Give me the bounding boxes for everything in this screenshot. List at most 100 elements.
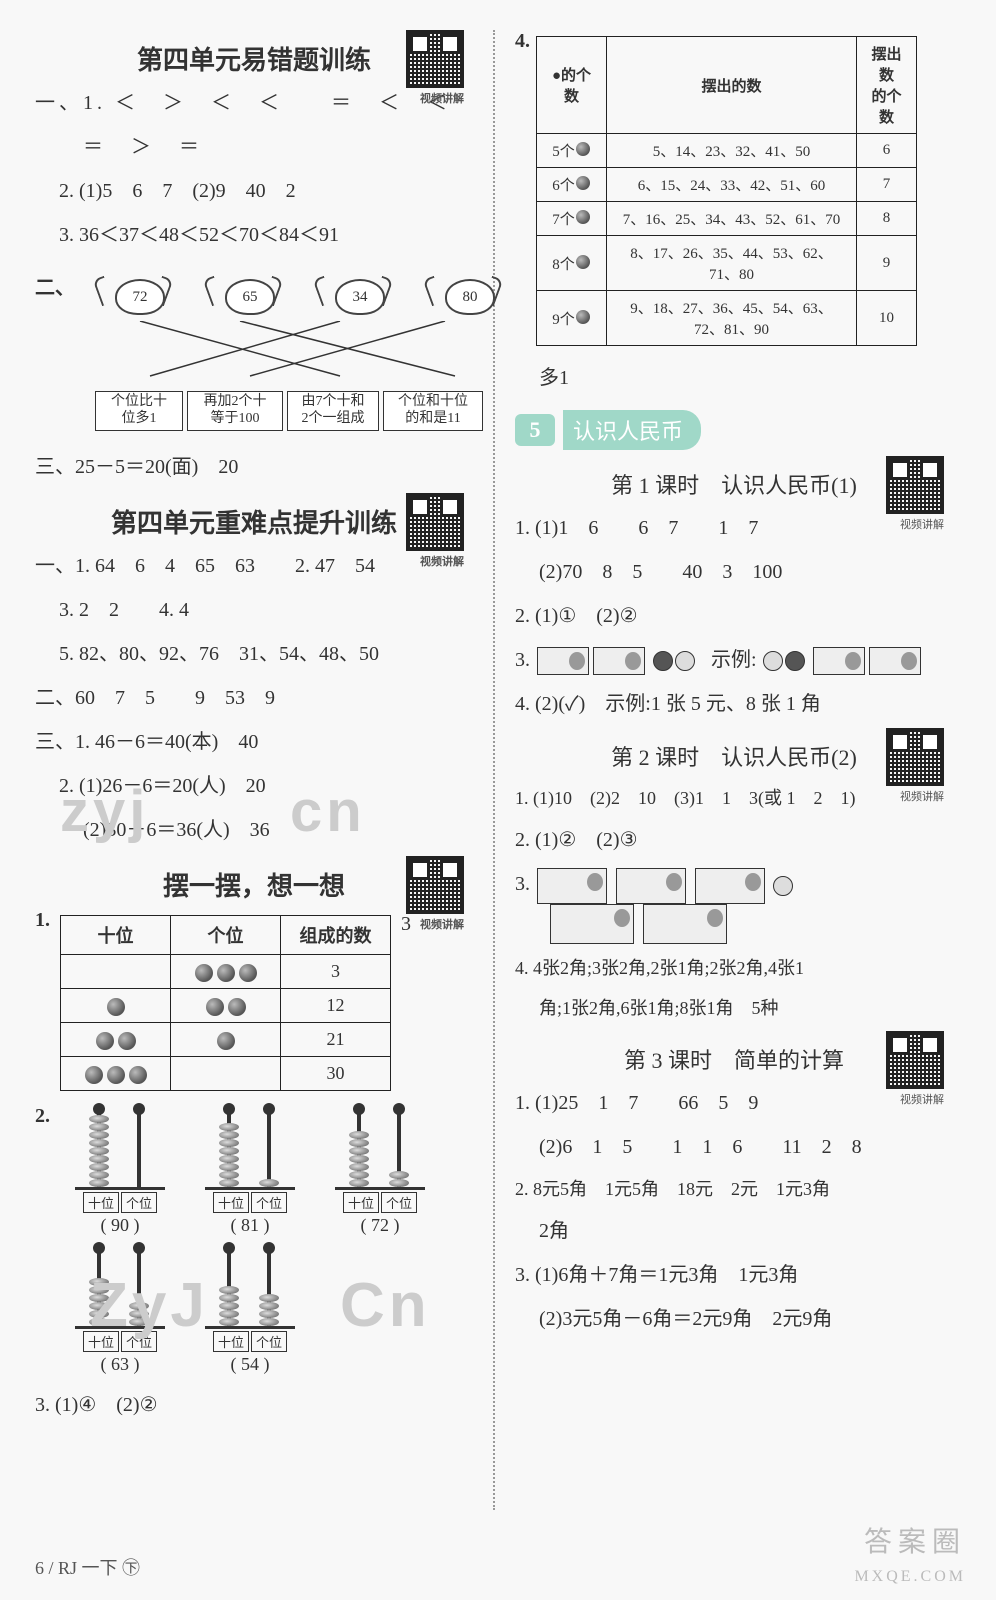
lesson3-title-text: 第 3 课时 简单的计算 (624, 1048, 844, 1073)
qr-label: 视频讲解 (886, 788, 958, 804)
qr-icon: 视频讲解 (406, 493, 478, 565)
answer-line: 2. 8元5角 1元5角 18元 2元 1元3角 (515, 1173, 953, 1205)
abacus-row: 十位个位( 90 ) 十位个位( 81 ) 十位个位( 72 ) (70, 1105, 430, 1236)
answer-line: (2)30＋6＝36(人) 36 (35, 812, 473, 848)
place-value-table: 十位 个位 组成的数 3122130 (60, 915, 391, 1091)
crab-icon: 65 (215, 271, 285, 321)
watermark: 答案圈 (864, 1520, 966, 1560)
abacus-icon: 十位个位( 90 ) (70, 1105, 170, 1236)
coin-icon (785, 651, 805, 671)
answer-line: (2)6 1 5 1 1 6 11 2 8 (515, 1129, 953, 1165)
bill-icon (869, 647, 921, 675)
section3-title: 摆一摆，想一想 视频讲解 (35, 866, 473, 903)
section1-title: 第四单元易错题训练 视频讲解 (35, 40, 473, 77)
column-divider (493, 30, 495, 1510)
qr-label: 视频讲解 (406, 553, 478, 569)
answer-line: 二、60 7 5 9 53 9 (35, 680, 473, 716)
answer-line: 4. 4张2角;3张2角,2张1角;2张2角,4张1 (515, 952, 953, 984)
abacus-icon: 十位个位( 81 ) (200, 1105, 300, 1236)
answer-line: 3. (1)6角＋7角＝1元3角 1元3角 (515, 1257, 953, 1293)
answer-line: 4. (2)(✓) 示例:1 张 5 元、8 张 1 角 (515, 686, 953, 722)
lesson2-title: 第 2 课时 认识人民币(2) 视频讲解 (515, 740, 953, 772)
page-footer: 6 / RJ 一下 ㊦ (35, 1554, 140, 1580)
question-number: 4. (515, 30, 530, 53)
qr-label: 视频讲解 (886, 516, 958, 532)
lesson1-title-text: 第 1 课时 认识人民币(1) (611, 473, 857, 498)
answer-line: 5. 82、80、92、76 31、54、48、50 (35, 636, 473, 672)
matching-lines (115, 321, 505, 381)
match-box: 个位比十 位多1 (95, 391, 183, 431)
answer-line: 三、25－5＝20(面) 20 (35, 449, 473, 485)
answer-line: 2. (1)① (2)② (515, 598, 953, 634)
qr-icon: 视频讲解 (886, 728, 958, 800)
coin-icon (675, 651, 695, 671)
section2-title: 第四单元重难点提升训练 视频讲解 (35, 503, 473, 540)
lesson3-title: 第 3 课时 简单的计算 视频讲解 (515, 1043, 953, 1075)
answer-line: 2. (1)② (2)③ (515, 822, 953, 858)
unit-header: 5 认识人民币 (515, 410, 953, 450)
match-box: 个位和十位 的和是11 (383, 391, 483, 431)
unit-number: 5 (515, 414, 555, 446)
crab-icon: 34 (325, 271, 395, 321)
table-header: ●的个数 (537, 37, 607, 134)
coin-icon (763, 651, 783, 671)
left-column: 第四单元易错题训练 视频讲解 一、1. ＜ ＞ ＜ ＜ ＝ ＜ ＜ ＝ ＞ ＝ … (20, 30, 488, 1510)
bill-icon (813, 647, 865, 675)
abacus-icon: 十位个位( 54 ) (200, 1244, 300, 1375)
table-header: 组成的数 (281, 916, 391, 955)
table-header: 摆出数 的个数 (857, 37, 917, 134)
coin-icon (653, 651, 673, 671)
answer-line: 2. (1)5 6 7 (2)9 40 2 (35, 173, 473, 209)
match-box: 由7个十和 2个一组成 (287, 391, 379, 431)
table-header: 十位 (61, 916, 171, 955)
match-box: 再加2个十 等于100 (187, 391, 283, 431)
question-number: 2. (35, 1105, 50, 1128)
watermark-url: MXQE.COM (854, 1568, 966, 1586)
answer-line: 2角 (515, 1213, 953, 1249)
counting-table: ●的个数 摆出的数 摆出数 的个数 5个5、14、23、32、41、5066个6… (536, 36, 917, 346)
answer-line: 3. 示例: (515, 642, 953, 678)
bill-icon (616, 868, 686, 904)
qr-icon: 视频讲解 (886, 1031, 958, 1103)
bill-icon (550, 904, 634, 944)
answer-line: 3. 2 2 4. 4 (35, 592, 473, 628)
answer-line: 3. (1)④ (2)② (35, 1387, 473, 1423)
answer-line: (2)70 8 5 40 3 100 (515, 554, 953, 590)
abacus-row: 十位个位( 63 ) 十位个位( 54 ) (70, 1244, 430, 1375)
answer-line: ＝ ＞ ＝ (35, 129, 473, 165)
answer-line: (2)3元5角－6角＝2元9角 2元9角 (515, 1301, 953, 1337)
table-header: 摆出的数 (607, 37, 857, 134)
bill-icon (537, 868, 607, 904)
unit-name: 认识人民币 (563, 410, 701, 450)
answer-line: 3. 36＜37＜48＜52＜70＜84＜91 (35, 217, 473, 253)
section3-title-text: 摆一摆，想一想 (163, 872, 345, 901)
question-number: 1. (35, 909, 50, 932)
answer-line: 角;1张2角,6张1角;8张1角 5种 (515, 992, 953, 1024)
answer-line: 3. (515, 866, 953, 943)
qr-icon: 视频讲解 (406, 30, 478, 102)
coin-icon (773, 876, 793, 896)
answer-line: 2. (1)26－6＝20(人) 20 (35, 768, 473, 804)
lesson2-title-text: 第 2 课时 认识人民币(2) (611, 745, 857, 770)
crab-icon: 72 (105, 271, 175, 321)
bill-icon (643, 904, 727, 944)
qr-label: 视频讲解 (406, 90, 478, 106)
right-column: 4. ●的个数 摆出的数 摆出数 的个数 5个5、14、23、32、41、506… (500, 30, 968, 1510)
bill-icon (593, 647, 645, 675)
abacus-icon: 十位个位( 72 ) (330, 1105, 430, 1236)
answer-line: 多1 (515, 360, 953, 396)
lesson1-title: 第 1 课时 认识人民币(1) 视频讲解 (515, 468, 953, 500)
qr-icon: 视频讲解 (406, 856, 478, 928)
answer-line: 三、1. 46－6＝40(本) 40 (35, 724, 473, 760)
bill-icon (695, 868, 765, 904)
question-number: 二、 (35, 271, 75, 441)
section2-title-text: 第四单元重难点提升训练 (111, 509, 397, 538)
section1-title-text: 第四单元易错题训练 (137, 46, 371, 75)
abacus-icon: 十位个位( 63 ) (70, 1244, 170, 1375)
crab-matching-diagram: 72 65 34 80 个位比十 位多1 再加2个十 等于100 由7个十和 2… (105, 271, 505, 431)
qr-label: 视频讲解 (406, 916, 478, 932)
table-header: 个位 (171, 916, 281, 955)
crab-icon: 80 (435, 271, 505, 321)
qr-label: 视频讲解 (886, 1091, 958, 1107)
bill-icon (537, 647, 589, 675)
